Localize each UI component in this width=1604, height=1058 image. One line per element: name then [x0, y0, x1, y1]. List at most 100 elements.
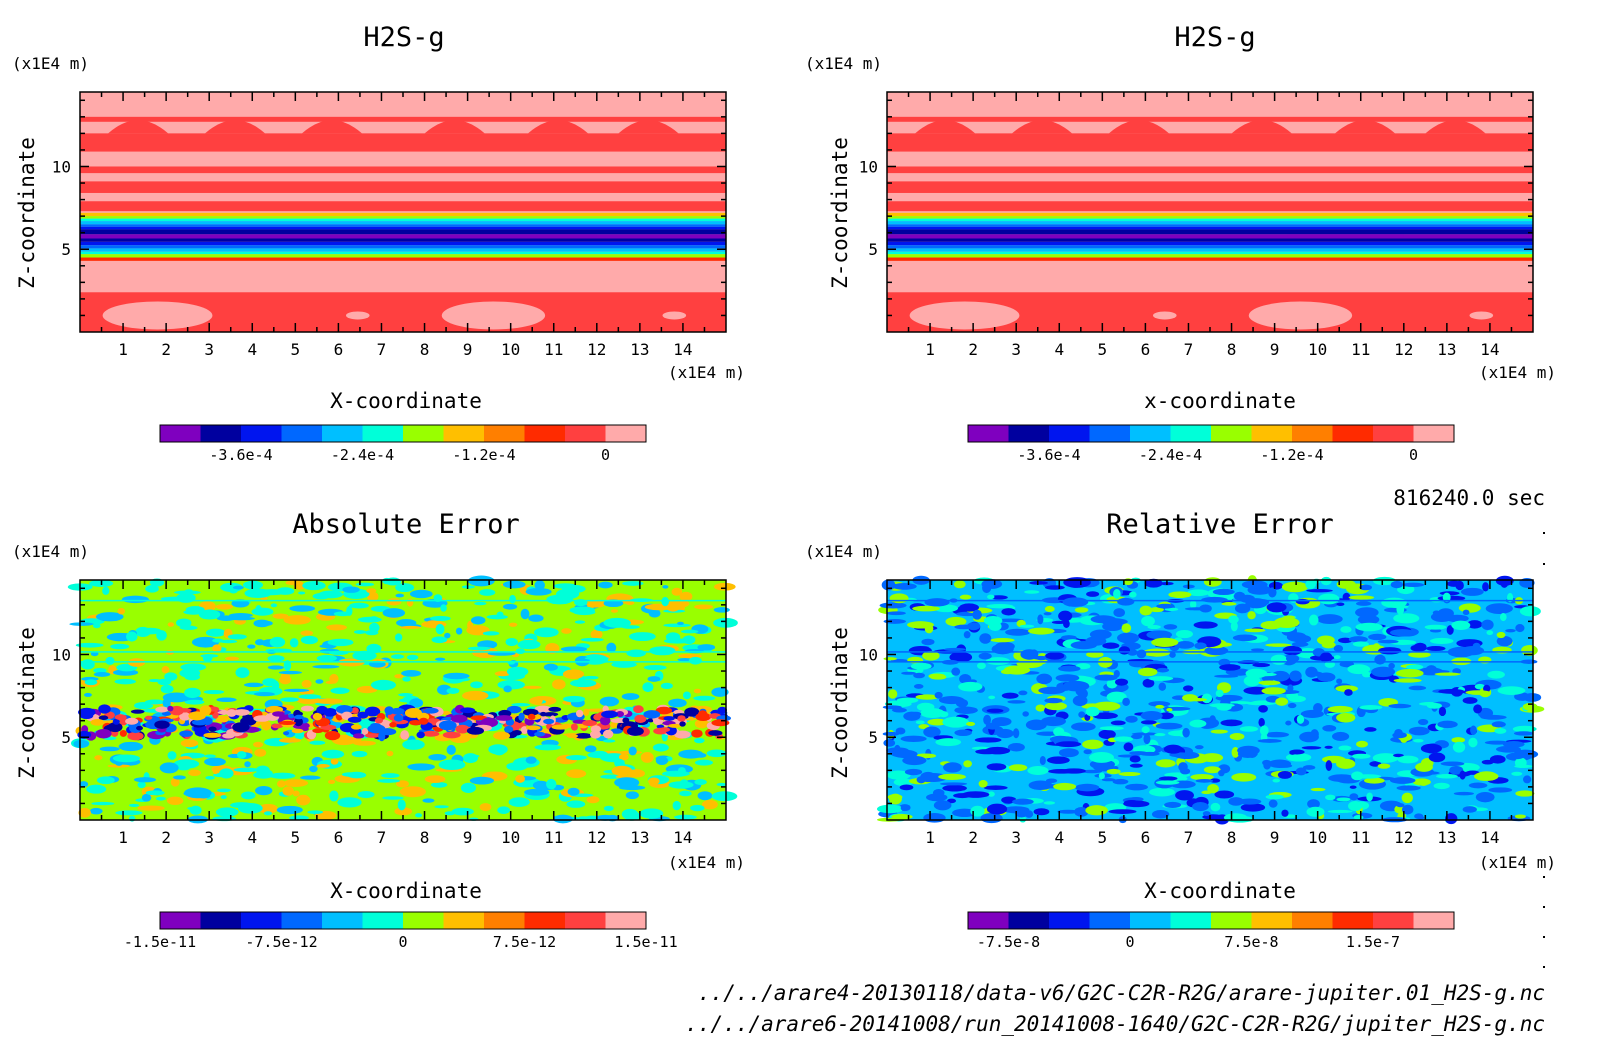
field-band: [1276, 763, 1293, 768]
time-label: 816240.0 sec: [1393, 486, 1545, 510]
field-band: [1156, 603, 1175, 609]
field-band: [561, 628, 572, 634]
field-band: [915, 720, 925, 725]
field-band: [928, 728, 941, 735]
field-band: [212, 638, 224, 643]
field-band: [1129, 755, 1141, 763]
colorbar-swatch: [160, 425, 201, 442]
field-band: [93, 671, 111, 677]
field-band: [1413, 642, 1427, 652]
field-band: [512, 729, 522, 736]
field-band: [663, 638, 691, 644]
field-band: [1246, 701, 1266, 706]
field-band: [328, 779, 336, 784]
field-band: [1090, 615, 1117, 624]
field-band: [80, 248, 726, 252]
field-band: [584, 745, 597, 753]
field-band: [293, 717, 303, 727]
field-band: [312, 665, 340, 669]
colorbar-label: -3.6e-4: [209, 446, 272, 464]
field-band: [136, 725, 143, 731]
field-band: [80, 238, 726, 242]
x-tick-label: 9: [463, 340, 473, 359]
field-band: [526, 725, 541, 731]
field-band: [386, 750, 394, 757]
field-band: [446, 687, 460, 694]
field-band: [1265, 643, 1292, 647]
field-band: [1254, 672, 1277, 677]
field-band: [442, 731, 461, 739]
field-band: [711, 791, 738, 802]
field-band: [606, 642, 617, 653]
field-band: [1433, 782, 1450, 790]
field-band: [296, 794, 311, 806]
field-band: [1289, 751, 1296, 755]
field-band: [415, 813, 423, 818]
field-band: [693, 688, 702, 694]
field-band: [560, 646, 588, 652]
field-band: [80, 659, 95, 670]
field-band: [1496, 635, 1513, 647]
field-band: [316, 764, 330, 768]
field-band: [1092, 701, 1121, 711]
colorbar-label: -2.4e-4: [1139, 446, 1202, 464]
field-band: [1258, 705, 1268, 713]
panel-title: Absolute Error: [292, 509, 520, 540]
field-band: [1083, 749, 1092, 755]
field-band: [1183, 685, 1194, 692]
field-band: [333, 611, 352, 617]
field-band: [215, 807, 239, 817]
field-band: [179, 730, 194, 737]
field-band: [170, 777, 180, 787]
field-band: [887, 216, 1533, 219]
field-band: [1430, 637, 1454, 645]
field-band: [1356, 601, 1372, 606]
field-band: [1029, 581, 1048, 585]
field-band: [566, 800, 586, 808]
y-tick-label: 5: [61, 728, 71, 747]
field-band: [534, 744, 561, 751]
field-band: [640, 752, 654, 763]
field-band: [660, 682, 673, 689]
field-band: [267, 655, 285, 662]
field-band: [80, 251, 726, 255]
field-band: [1389, 629, 1415, 637]
field-band: [115, 760, 123, 766]
field-band: [679, 721, 686, 727]
field-band: [1268, 587, 1277, 598]
field-band: [1335, 120, 1396, 134]
field-band: [688, 656, 702, 665]
field-band: [639, 808, 664, 819]
field-band: [253, 691, 275, 697]
field-band: [1142, 678, 1155, 688]
field-band: [1401, 792, 1413, 804]
field-band: [1372, 753, 1399, 763]
field-band: [179, 712, 191, 721]
field-band: [374, 717, 383, 724]
field-band: [887, 133, 1533, 152]
field-band: [1349, 793, 1359, 801]
field-band: [694, 604, 714, 610]
field-band: [1388, 703, 1412, 709]
field-band: [1189, 719, 1207, 728]
field-band: [1078, 711, 1086, 718]
field-band: [112, 754, 141, 763]
field-band: [139, 627, 162, 635]
field-band: [1515, 790, 1535, 797]
field-band: [986, 763, 1007, 771]
field-band: [98, 704, 111, 714]
field-band: [1268, 799, 1278, 808]
field-band: [1159, 776, 1178, 781]
field-band: [460, 707, 476, 714]
field-band: [959, 603, 980, 612]
field-band: [1209, 778, 1221, 783]
field-band: [212, 767, 219, 775]
field-band: [984, 746, 1011, 755]
field-band: [713, 582, 736, 591]
field-band: [1155, 704, 1165, 709]
field-band: [232, 722, 250, 733]
field-band: [716, 782, 727, 787]
field-band: [166, 796, 184, 806]
field-band: [663, 623, 691, 628]
field-band: [659, 727, 671, 733]
